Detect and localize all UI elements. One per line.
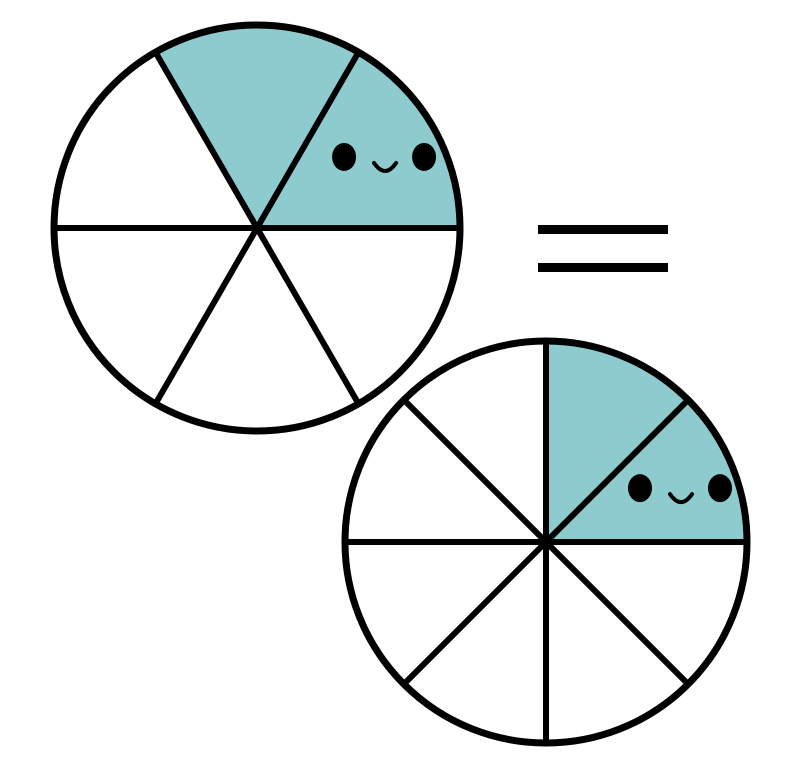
empty-slice <box>546 542 747 685</box>
smiley-face-icon <box>332 142 437 173</box>
divider-line <box>254 226 362 406</box>
empty-slice <box>546 542 689 743</box>
smile-mouth <box>372 160 399 173</box>
eye-left <box>627 474 652 503</box>
empty-slice <box>155 228 359 431</box>
divider-line <box>401 397 549 545</box>
divider-line <box>401 539 549 687</box>
circle-outline <box>50 21 464 435</box>
empty-slice <box>403 341 546 542</box>
divider-line <box>152 50 260 230</box>
shaded-slice <box>155 24 359 228</box>
empty-slice <box>344 399 546 542</box>
empty-slice <box>345 542 546 685</box>
divider-line <box>152 226 260 406</box>
equals-sign-icon <box>538 225 668 272</box>
eye-right <box>412 142 437 171</box>
eighths-circle <box>341 337 751 747</box>
shaded-slice <box>546 341 689 542</box>
sixths-circle <box>50 21 464 435</box>
eye-right <box>707 474 732 503</box>
shaded-slice <box>546 399 747 542</box>
divider-line <box>543 539 691 687</box>
empty-slice <box>403 542 546 743</box>
circle-outline <box>341 337 751 747</box>
divider-line <box>254 50 362 230</box>
eye-left <box>332 142 357 171</box>
divider-line <box>543 397 691 545</box>
smiley-face-icon <box>627 474 732 505</box>
smile-mouth <box>667 492 694 505</box>
